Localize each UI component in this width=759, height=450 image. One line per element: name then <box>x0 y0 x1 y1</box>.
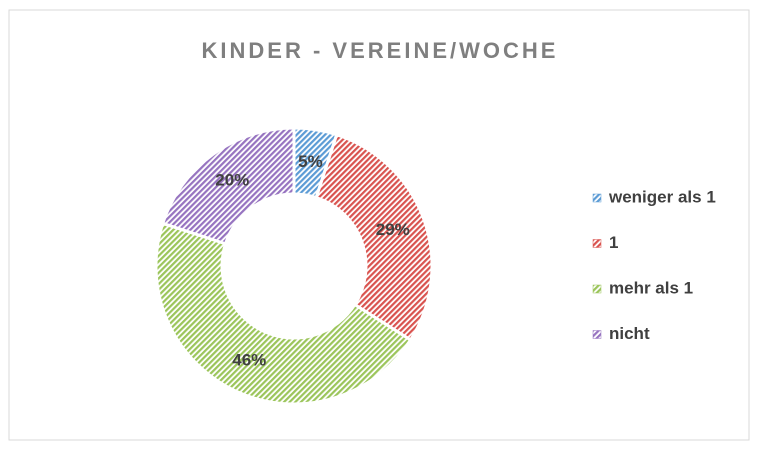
data-label: 20% <box>215 171 249 190</box>
legend-label: mehr als 1 <box>609 278 693 297</box>
legend-marker <box>592 330 602 339</box>
data-label: 29% <box>376 220 410 239</box>
data-label: 46% <box>232 350 266 369</box>
legend-label: weniger als 1 <box>608 187 716 206</box>
donut-segment <box>154 221 413 406</box>
legend-label: 1 <box>609 233 618 252</box>
legend-marker <box>592 284 602 294</box>
data-label: 5% <box>298 152 323 171</box>
donut-segment <box>160 126 296 246</box>
donut-segment <box>314 132 434 343</box>
legend-marker <box>592 193 602 203</box>
chart-title: KINDER - VEREINE/WOCHE <box>202 38 559 63</box>
legend-label: nicht <box>609 324 650 343</box>
legend-marker <box>592 239 602 248</box>
